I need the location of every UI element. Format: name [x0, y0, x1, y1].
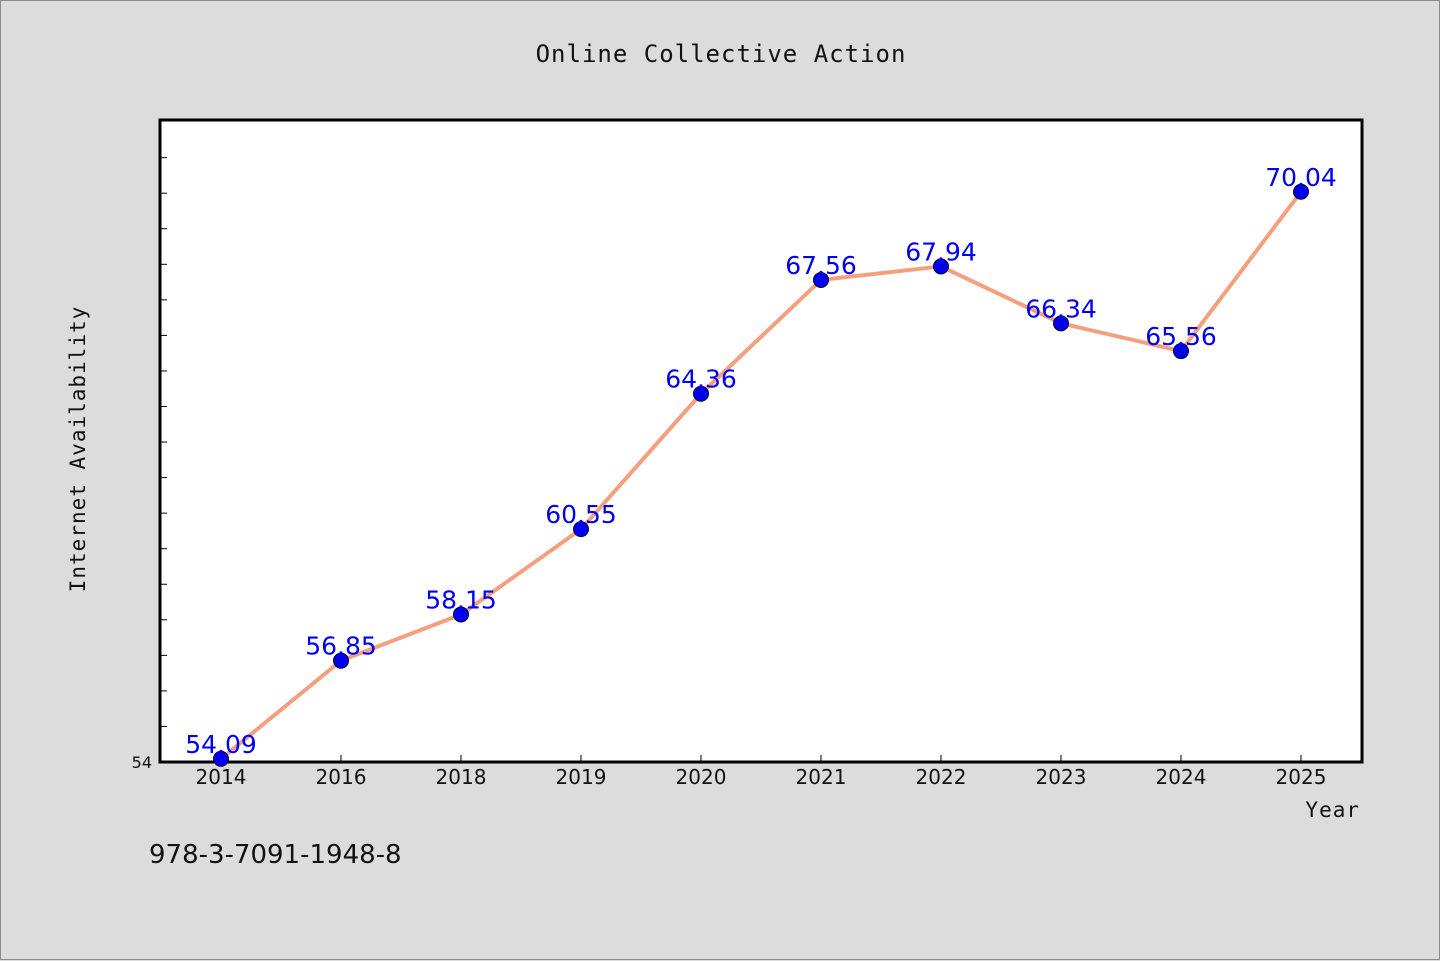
data-label: 64.36 [665, 365, 737, 394]
x-axis-ticks: 2014 2016 2018 2019 2020 2021 2022 2023 2024 2025 [196, 755, 1327, 789]
data-labels: 54.09 56.85 58.15 60.55 64.36 67.56 67.94 66.34… [185, 163, 1337, 759]
x-tick-label: 2014 [196, 765, 247, 789]
data-label: 56.85 [305, 632, 377, 661]
x-tick-label: 2018 [436, 765, 487, 789]
series-polyline [219, 190, 1303, 761]
isbn-footer: 978-3-7091-1948-8 [149, 840, 402, 870]
x-tick-label: 2019 [556, 765, 607, 789]
data-point [1293, 183, 1309, 200]
data-point [1053, 315, 1069, 332]
data-label: 60.55 [545, 500, 617, 529]
x-tick-label: 2023 [1036, 765, 1087, 789]
data-point [813, 271, 829, 288]
data-label: 58.15 [425, 585, 497, 614]
data-label: 65.56 [1145, 322, 1217, 351]
data-point [453, 606, 469, 623]
x-tick-label: 2021 [796, 765, 847, 789]
data-point [333, 652, 349, 669]
chart-title: Online Collective Action [536, 40, 907, 68]
data-label: 66.34 [1025, 294, 1097, 323]
series-line [219, 190, 1303, 761]
data-point [933, 258, 949, 275]
data-point [693, 385, 709, 402]
data-markers [213, 183, 1309, 767]
x-tick-label: 2020 [676, 765, 727, 789]
y-axis-ticks: 54 [132, 157, 167, 772]
x-axis-label: Year [1305, 798, 1360, 822]
x-tick-label: 2025 [1276, 765, 1327, 789]
data-point [213, 750, 229, 767]
data-label: 67.56 [785, 251, 857, 280]
y-tick-label: 54 [132, 753, 152, 772]
x-tick-label: 2022 [916, 765, 967, 789]
x-tick-label: 2024 [1156, 765, 1207, 789]
data-point [1173, 343, 1189, 360]
data-label: 70.04 [1265, 163, 1337, 192]
y-axis-label: Internet Availability [66, 306, 90, 593]
data-label: 67.94 [905, 237, 977, 266]
data-label: 54.09 [185, 730, 257, 759]
data-point [573, 521, 589, 538]
x-tick-label: 2016 [316, 765, 367, 789]
